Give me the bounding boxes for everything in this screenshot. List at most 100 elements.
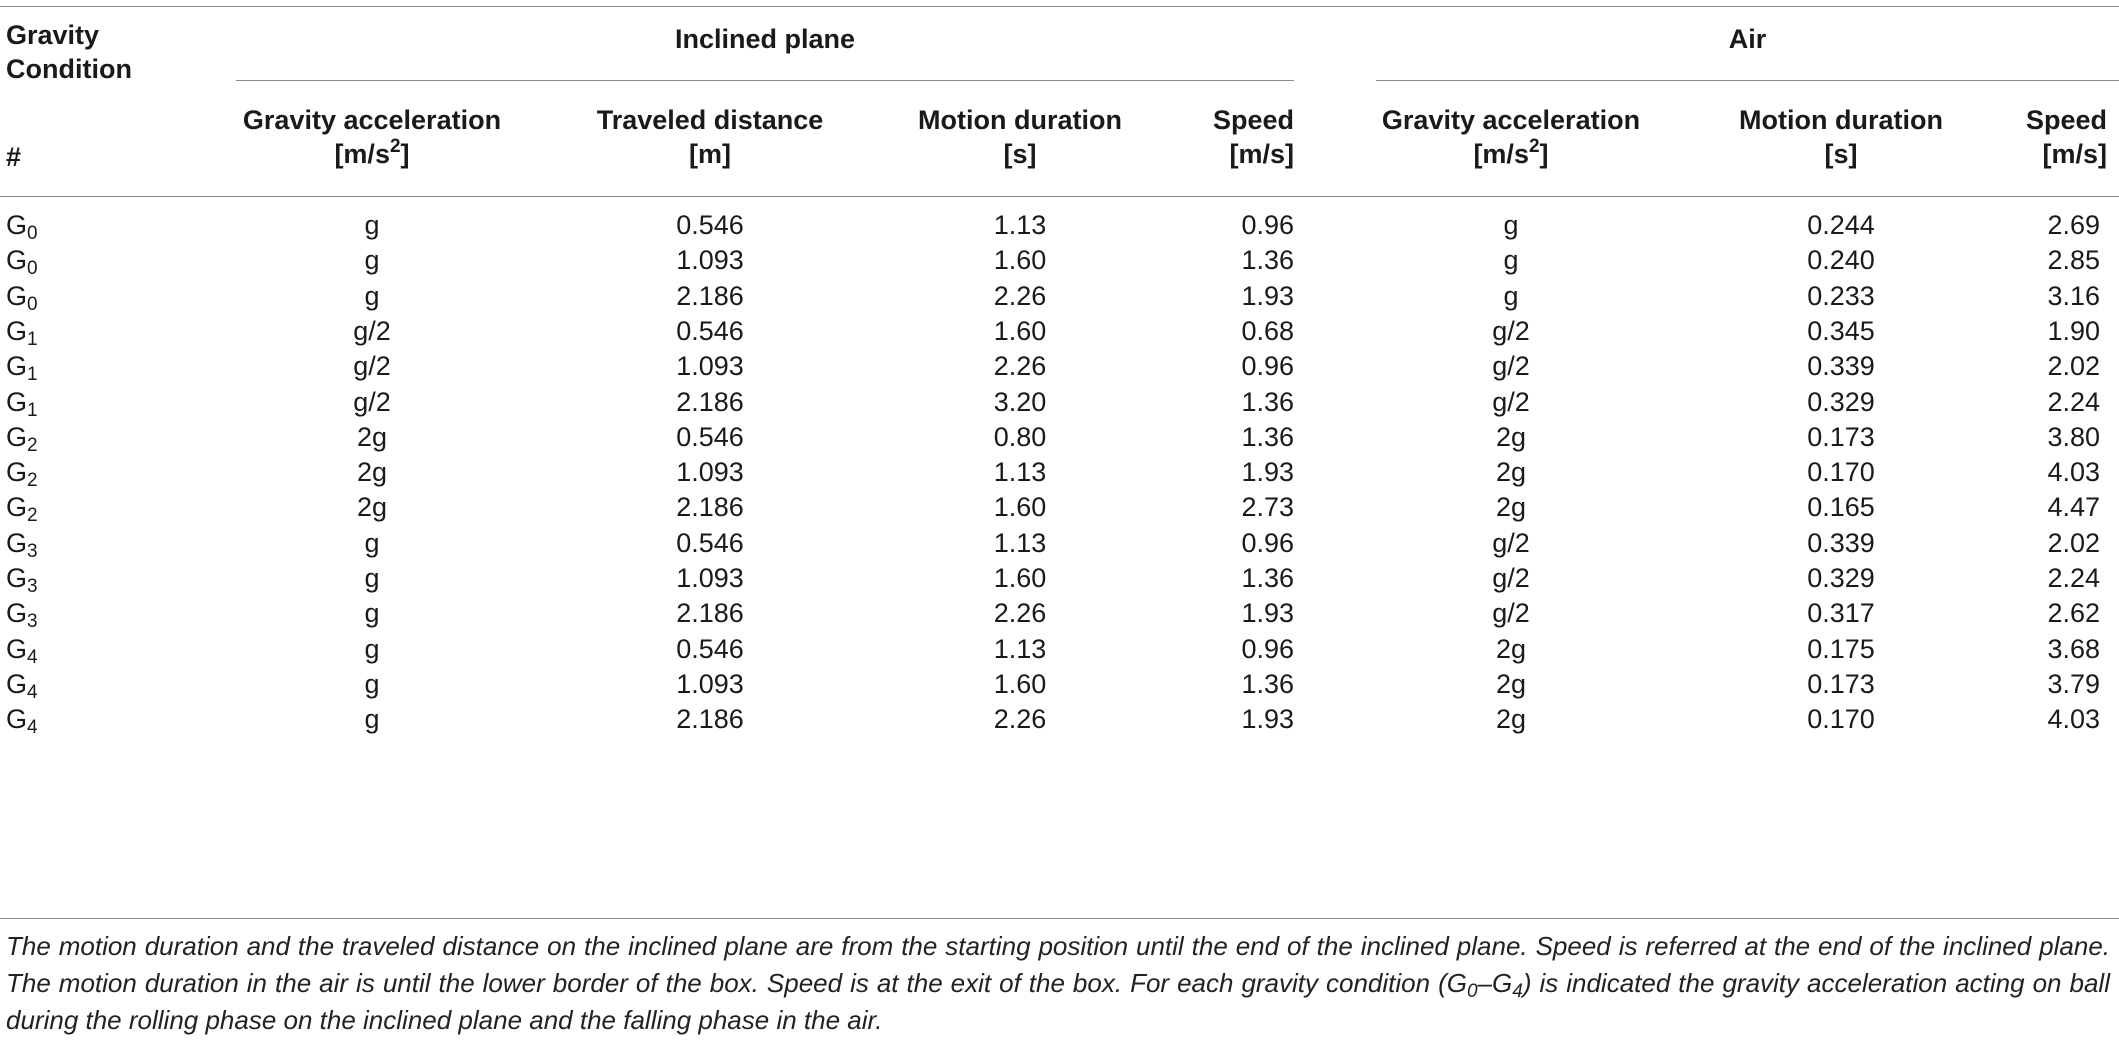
cell-air-gravity-acceleration: g — [1503, 210, 1519, 240]
cell-traveled-distance: 0.546 — [676, 210, 744, 240]
cell-ip-motion-duration: 1.60 — [993, 563, 1047, 593]
cell-air-motion-duration: 0.173 — [1807, 668, 1875, 699]
col-ip-speed: Speed [m/s] — [1180, 103, 1294, 171]
cell-air-motion-duration: 0.233 — [1807, 280, 1875, 311]
cell-ip-motion-duration: 1.60 — [993, 492, 1047, 523]
cell-air-gravity-acceleration: 2g — [1495, 704, 1527, 735]
cell-air-speed: 2.24 — [2047, 563, 2100, 593]
cell-air-speed: 3.68 — [2047, 633, 2100, 664]
cell-traveled-distance: 0.546 — [676, 527, 744, 558]
cell-ip-gravity-acceleration: 2g — [356, 457, 388, 488]
cell-air-speed: 2.85 — [2047, 245, 2100, 276]
cell-air-motion-duration: 0.339 — [1807, 351, 1875, 382]
cell-air-gravity-acceleration: 2g — [1495, 457, 1527, 488]
cell-condition: G4 — [6, 633, 38, 668]
header-condition-line2: Condition — [6, 54, 132, 84]
table-footnote: The motion duration and the traveled dis… — [6, 931, 2110, 1035]
cell-air-speed: 2.62 — [2047, 598, 2100, 629]
table-row: G4 g 2.186 2.26 1.93 2g 0.170 4.03 — [0, 696, 2119, 743]
cell-ip-gravity-acceleration: 2g — [356, 492, 388, 523]
cell-air-speed: 3.79 — [2047, 668, 2100, 699]
col-ip-traveled-distance: Traveled distance [m] — [560, 103, 860, 171]
cell-ip-motion-duration: 2.26 — [993, 598, 1047, 629]
cell-traveled-distance: 1.093 — [676, 245, 744, 276]
table-row: G2 2g 1.093 1.13 1.93 2g 0.170 4.03 — [0, 449, 2119, 496]
cell-ip-motion-duration: 1.13 — [993, 457, 1047, 488]
cell-traveled-distance: 2.186 — [676, 704, 744, 735]
cell-ip-gravity-acceleration: g — [364, 633, 380, 664]
header-bottom-rule — [0, 196, 2119, 197]
cell-ip-motion-duration: 2.26 — [993, 351, 1047, 382]
cell-air-motion-duration: 0.339 — [1807, 527, 1875, 558]
cell-air-gravity-acceleration: g/2 — [1492, 563, 1530, 593]
cell-condition: G4 — [6, 668, 38, 703]
col-unit: [m/s2] — [334, 136, 410, 169]
table-row: G0 g 0.546 1.13 0.96 g 0.244 2.69 — [0, 202, 2119, 249]
col-label: Speed — [1212, 105, 1294, 135]
cell-air-speed: 4.03 — [2047, 457, 2100, 488]
cell-ip-motion-duration: 1.13 — [993, 210, 1047, 240]
cell-air-speed: 3.80 — [2047, 421, 2100, 452]
header-gravity-condition: Gravity Condition — [6, 18, 132, 86]
cell-traveled-distance: 0.546 — [676, 633, 744, 664]
table-top-rule — [0, 6, 2119, 7]
cell-air-motion-duration: 0.329 — [1807, 386, 1875, 417]
inclined-plane-rule — [236, 80, 1294, 81]
col-unit: [m] — [689, 139, 731, 169]
cell-ip-gravity-acceleration: g — [364, 527, 380, 558]
cell-condition: G0 — [6, 245, 38, 280]
cell-air-speed: 2.02 — [2047, 351, 2100, 382]
col-label: Motion duration — [1739, 105, 1943, 135]
header-air: Air — [1728, 24, 1767, 54]
cell-condition: G0 — [6, 280, 38, 315]
cell-air-gravity-acceleration: 2g — [1495, 668, 1527, 699]
col-label: Motion duration — [918, 105, 1122, 135]
cell-condition: G3 — [6, 563, 38, 597]
cell-ip-gravity-acceleration: g — [364, 704, 380, 735]
cell-air-gravity-acceleration: g/2 — [1492, 386, 1530, 417]
cell-ip-motion-duration: 1.13 — [993, 527, 1047, 558]
cell-ip-speed: 0.68 — [1241, 315, 1294, 346]
cell-ip-gravity-acceleration: g — [364, 245, 380, 276]
header-inclined-plane: Inclined plane — [674, 24, 856, 54]
col-label: Speed — [2025, 105, 2107, 135]
cell-ip-speed: 0.96 — [1241, 527, 1294, 558]
cell-ip-speed: 0.96 — [1241, 351, 1294, 382]
cell-ip-speed: 1.93 — [1241, 704, 1294, 735]
table-row: G3 g 1.093 1.60 1.36 g/2 0.329 2.24 — [0, 555, 2119, 602]
col-unit: [m/s] — [1229, 139, 1294, 169]
cell-ip-speed: 1.36 — [1241, 386, 1294, 417]
cell-traveled-distance: 0.546 — [676, 421, 744, 452]
cell-traveled-distance: 2.186 — [676, 598, 744, 629]
header-hash: # — [6, 142, 22, 172]
cell-ip-gravity-acceleration: g — [364, 598, 380, 629]
table-row: G0 g 1.093 1.60 1.36 g 0.240 2.85 — [0, 237, 2119, 284]
cell-condition: G3 — [6, 598, 38, 633]
cell-condition: G3 — [6, 527, 38, 562]
cell-ip-gravity-acceleration: 2g — [356, 421, 388, 452]
cell-ip-speed: 0.96 — [1241, 210, 1294, 240]
table-row: G1 g/2 0.546 1.60 0.68 g/2 0.345 1.90 — [0, 308, 2119, 355]
col-air-gravity-acceleration: Gravity acceleration [m/s2] — [1356, 103, 1666, 171]
cell-ip-speed: 1.93 — [1241, 598, 1294, 629]
cell-ip-gravity-acceleration: g/2 — [353, 386, 391, 417]
cell-ip-motion-duration: 1.13 — [993, 633, 1047, 664]
col-unit: [s] — [1824, 139, 1858, 169]
cell-air-gravity-acceleration: g/2 — [1492, 351, 1530, 382]
cell-air-gravity-acceleration: g — [1503, 245, 1519, 276]
col-ip-gravity-acceleration: Gravity acceleration [m/s2] — [220, 103, 524, 171]
table-row: G2 2g 2.186 1.60 2.73 2g 0.165 4.47 — [0, 484, 2119, 531]
cell-ip-speed: 1.36 — [1241, 245, 1294, 276]
cell-condition: G1 — [6, 351, 38, 386]
col-air-motion-duration: Motion duration [s] — [1696, 103, 1986, 171]
cell-traveled-distance: 2.186 — [676, 492, 744, 523]
col-unit: [m/s2] — [1473, 136, 1549, 169]
cell-air-motion-duration: 0.244 — [1807, 210, 1875, 240]
cell-ip-motion-duration: 1.60 — [993, 668, 1047, 699]
table-row: G3 g 0.546 1.13 0.96 g/2 0.339 2.02 — [0, 520, 2119, 567]
table-row: G2 2g 0.546 0.80 1.36 2g 0.173 3.80 — [0, 414, 2119, 461]
cell-condition: G0 — [6, 210, 38, 244]
col-label: Gravity acceleration — [242, 105, 502, 135]
cell-ip-gravity-acceleration: g — [364, 280, 380, 311]
table-row: G3 g 2.186 2.26 1.93 g/2 0.317 2.62 — [0, 590, 2119, 637]
